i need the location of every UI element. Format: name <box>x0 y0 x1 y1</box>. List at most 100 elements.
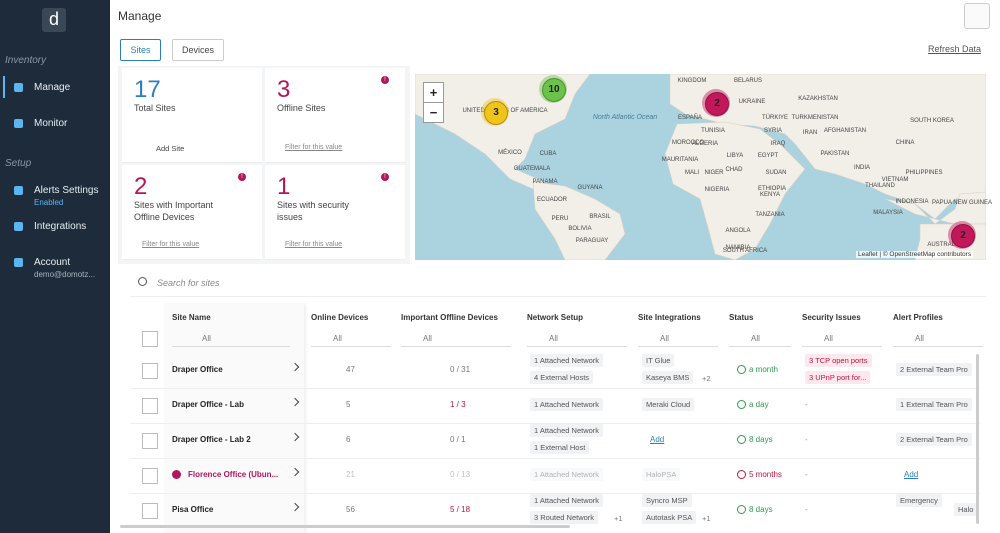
active-indicator <box>3 76 5 98</box>
nav-icon <box>14 83 23 92</box>
important-offline: 1 / 3 <box>450 400 466 409</box>
nav-item[interactable]: Integrations <box>34 221 87 232</box>
section-title: Setup <box>5 158 32 169</box>
online-devices: 56 <box>346 505 355 514</box>
map-cluster-count[interactable]: 3 <box>484 101 508 125</box>
nav-item[interactable]: Manage <box>34 82 71 93</box>
alerts-chip: 1 External Team Pro <box>896 398 972 411</box>
card-label: Sites with security issues <box>277 200 350 222</box>
filter-select[interactable]: All <box>893 332 983 347</box>
row-divider <box>130 458 980 459</box>
nav-item[interactable]: Alerts Settings <box>34 185 99 196</box>
map-label: BOLIVIA <box>568 226 592 232</box>
checkbox[interactable] <box>142 331 158 347</box>
zoom-button[interactable]: + <box>423 82 444 103</box>
map-label: PAKISTAN <box>820 151 850 157</box>
filter-select[interactable]: All <box>311 332 391 347</box>
online-devices: 47 <box>346 365 355 374</box>
column-header[interactable]: Network Setup <box>527 313 584 322</box>
search-icon <box>138 277 147 286</box>
filter-select[interactable]: All <box>638 332 718 347</box>
checkbox[interactable] <box>142 433 158 449</box>
card-action[interactable]: Filter for this value <box>285 144 343 151</box>
nav-item[interactable]: Account <box>34 257 71 268</box>
map-label: IRAN <box>802 130 818 136</box>
nav-icon <box>14 258 23 267</box>
zoom-button[interactable]: − <box>423 102 444 123</box>
network-chip: 4 External Hosts <box>530 371 594 384</box>
important-offline: 5 / 18 <box>450 505 471 514</box>
checkbox[interactable] <box>142 398 158 414</box>
card-value: 17 <box>134 76 161 103</box>
refresh-link[interactable]: Refresh Data <box>928 44 982 54</box>
column-header[interactable]: Security Issues <box>802 313 861 322</box>
map-label: ETHIOPIA <box>757 186 787 192</box>
integrations-more: +1 <box>702 514 711 523</box>
status-icon <box>737 505 746 514</box>
checkbox[interactable] <box>142 503 158 519</box>
status-icon <box>737 365 746 374</box>
map-label: TUNISIA <box>701 128 725 134</box>
map-label: CHINA <box>895 140 915 146</box>
map-label: CUBA <box>539 151 557 157</box>
nav-item[interactable]: Monitor <box>34 118 68 129</box>
site-name[interactable]: Pisa Office <box>172 505 214 514</box>
filter-select[interactable]: All <box>172 332 290 347</box>
security-chip: 3 UPnP port for... <box>805 371 871 384</box>
map-label: MALI <box>684 170 700 176</box>
column-header[interactable]: Important Offline Devices <box>401 313 498 322</box>
map-label: SUDAN <box>765 170 787 176</box>
network-chip: 1 External Host <box>530 441 590 454</box>
checkbox[interactable] <box>142 468 158 484</box>
card-action[interactable]: Add Site <box>156 144 185 153</box>
alerts-add-link[interactable]: Add <box>904 470 919 479</box>
status-icon <box>737 435 746 444</box>
integrations-chip: HaloPSA <box>642 468 681 481</box>
map-label: MOROCCO <box>672 140 704 146</box>
filter-select[interactable]: All <box>401 332 511 347</box>
tab[interactable]: Devices <box>172 39 224 61</box>
site-name[interactable]: Draper Office <box>172 365 223 374</box>
map-label: ANGOLA <box>725 228 751 234</box>
map-label: KINGDOM <box>677 78 707 84</box>
column-header[interactable]: Alert Profiles <box>893 313 943 322</box>
map-label: THAILAND <box>865 183 895 189</box>
map-label: PANAMA <box>532 179 558 185</box>
filter-value: All <box>751 334 760 343</box>
map-label: LIBYA <box>726 153 744 159</box>
security-empty: - <box>805 470 808 479</box>
site-name[interactable]: Draper Office - Lab <box>172 400 245 409</box>
site-name[interactable]: Florence Office (Ubun... <box>188 470 279 479</box>
help-button[interactable] <box>964 3 990 29</box>
map-cluster-count[interactable]: 2 <box>705 92 729 116</box>
map-cluster-count[interactable]: 10 <box>542 78 566 102</box>
column-header[interactable]: Online Devices <box>311 313 369 322</box>
integrations-add-link[interactable]: Add <box>650 435 665 444</box>
card-badge: ! <box>238 173 246 181</box>
map-label: VIETNAM <box>881 177 909 183</box>
checkbox[interactable] <box>142 363 158 379</box>
row-divider <box>130 493 980 494</box>
network-chip: 1 Attached Network <box>530 468 604 481</box>
search-input[interactable]: Search for sites <box>157 278 220 288</box>
map-label: INDONESIA <box>895 199 929 205</box>
filter-select[interactable]: All <box>527 332 627 347</box>
card-label: Offline Sites <box>277 103 326 113</box>
column-header[interactable]: Site Integrations <box>638 313 701 322</box>
error-icon <box>172 470 181 479</box>
card-action[interactable]: Filter for this value <box>285 241 343 248</box>
filter-select[interactable]: All <box>802 332 882 347</box>
important-offline: 0 / 31 <box>450 365 471 374</box>
column-header[interactable]: Status <box>729 313 754 322</box>
online-devices: 5 <box>346 400 351 409</box>
site-name[interactable]: Draper Office - Lab 2 <box>172 435 251 444</box>
column-header[interactable]: Site Name <box>172 313 211 322</box>
card-action[interactable]: Filter for this value <box>142 241 200 248</box>
filter-select[interactable]: All <box>729 332 791 347</box>
map-label: PHILIPPINES <box>905 170 943 176</box>
filter-value: All <box>333 334 342 343</box>
tab[interactable]: Sites <box>120 39 161 61</box>
network-chip: 1 Attached Network <box>530 424 604 437</box>
map-cluster-count[interactable]: 2 <box>951 224 975 248</box>
nav-icon <box>14 119 23 128</box>
